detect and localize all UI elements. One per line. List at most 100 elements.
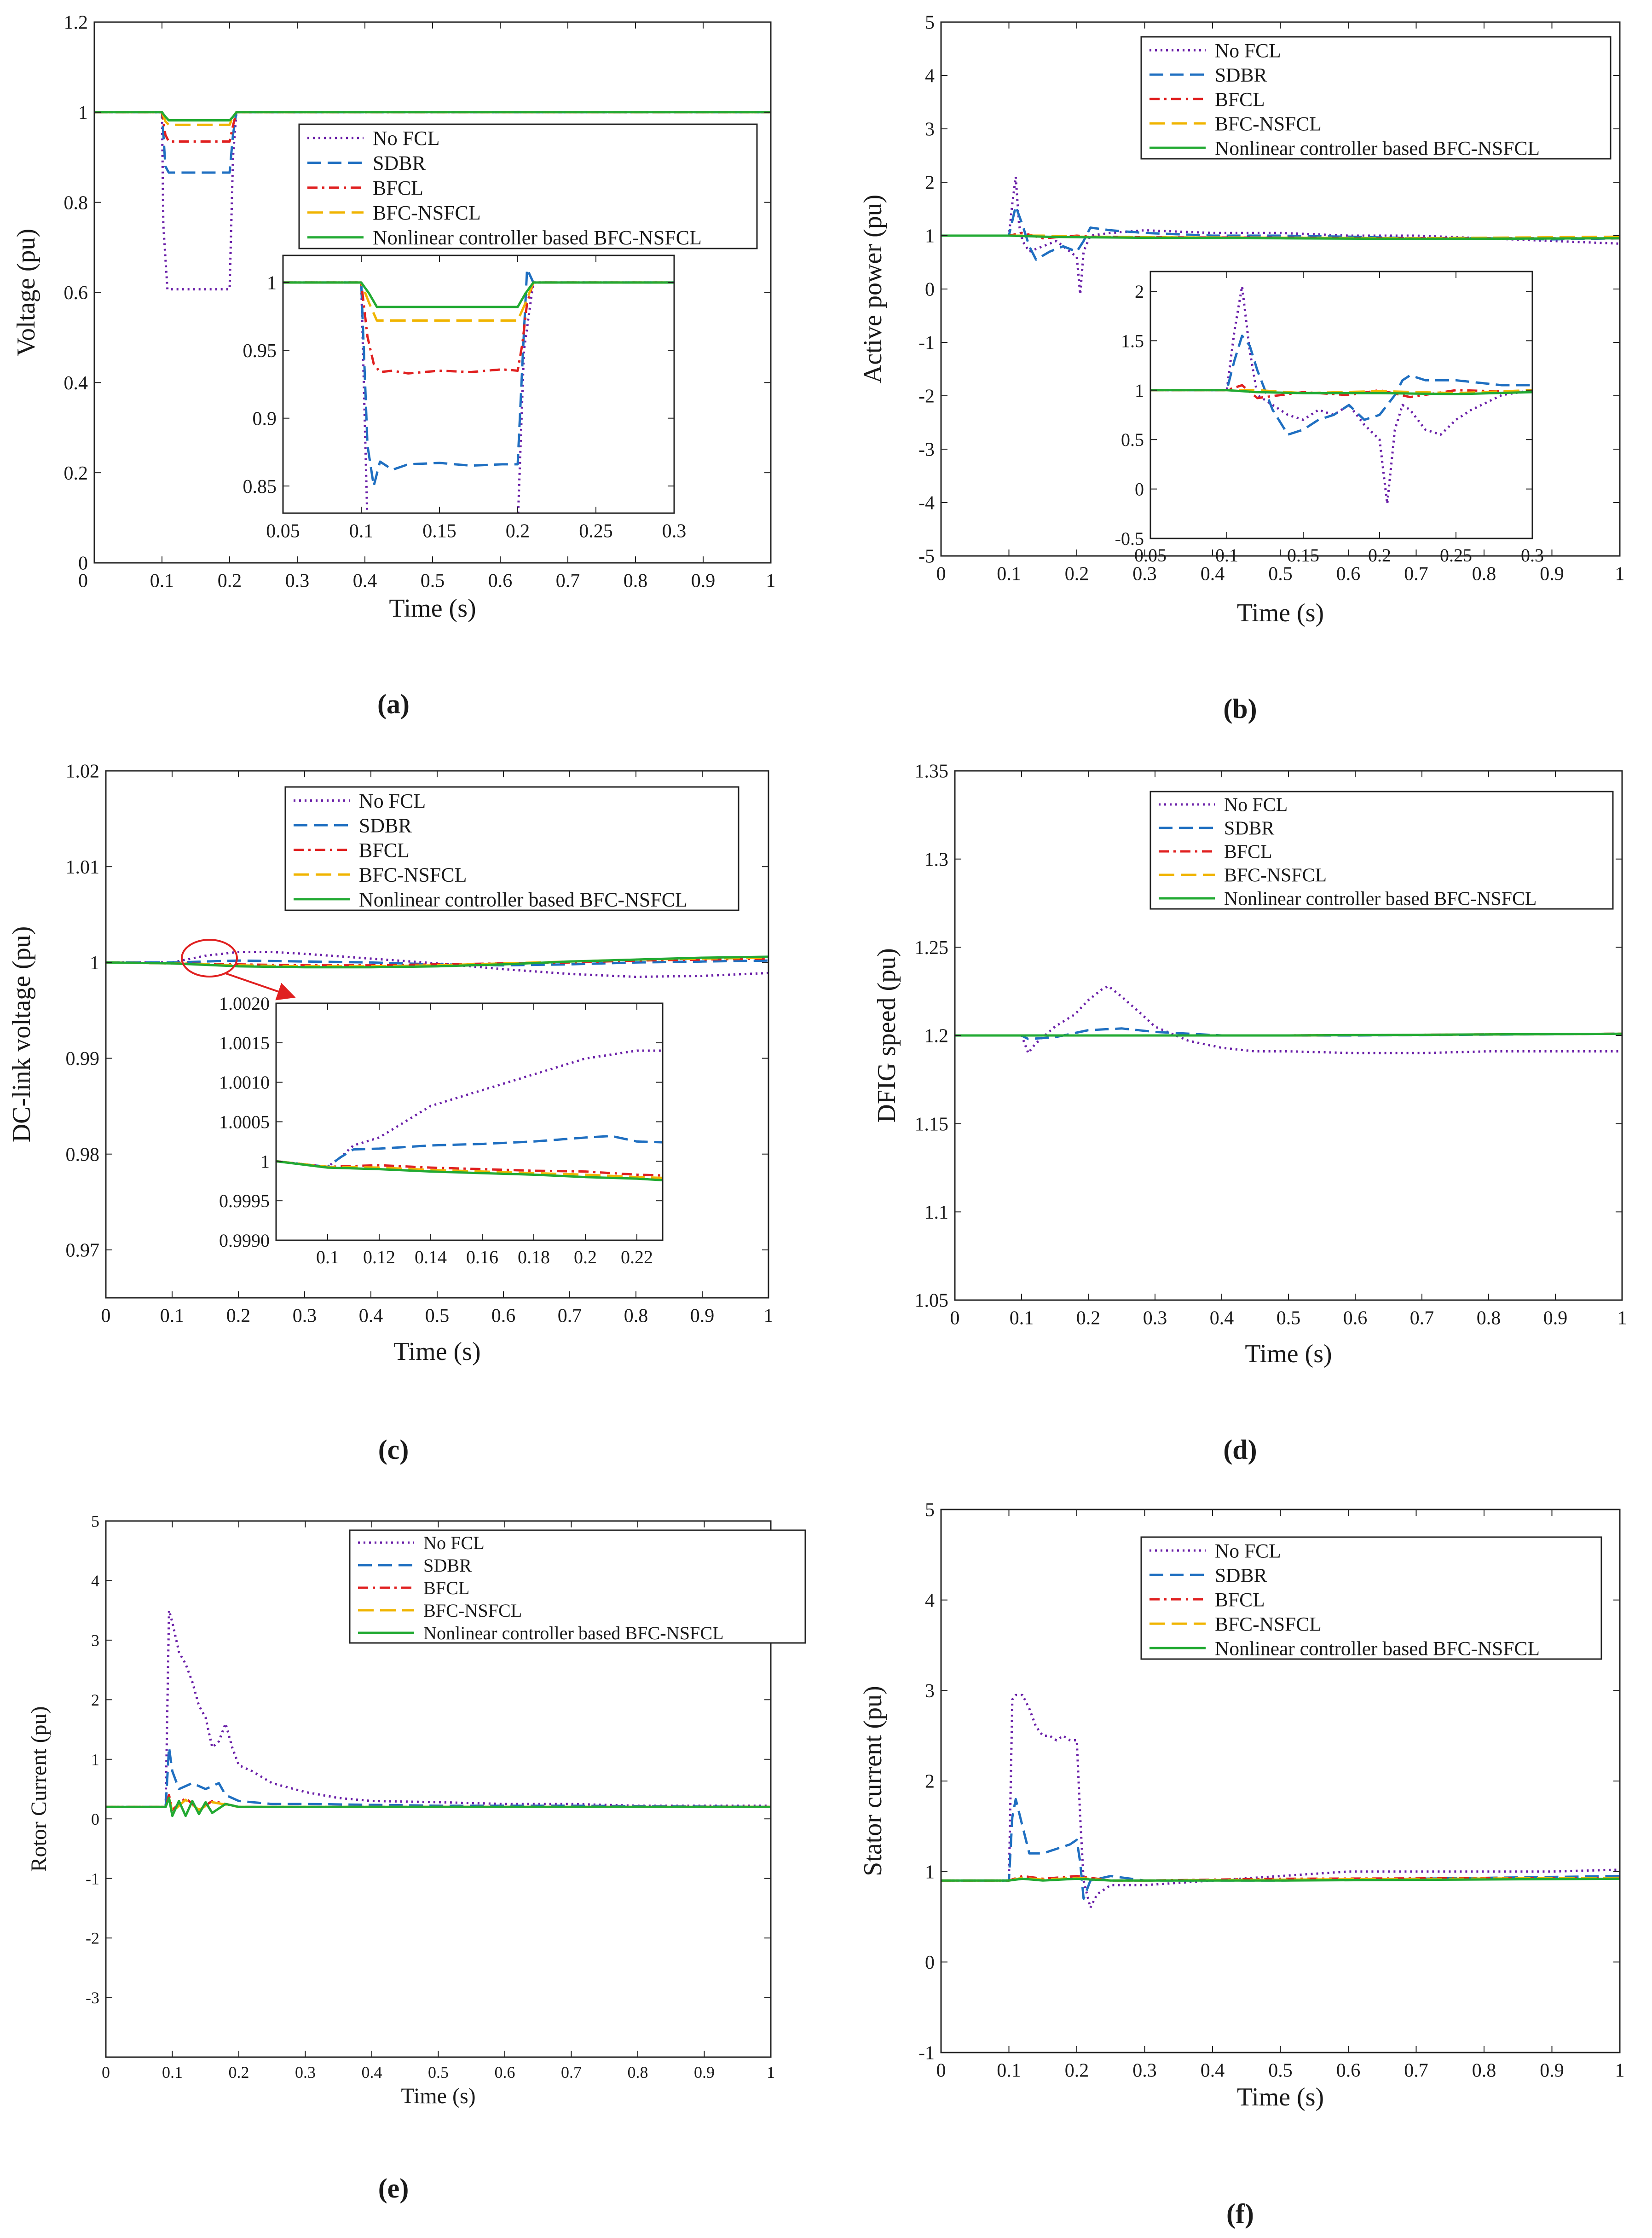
chart-c-caption: (c) — [378, 1434, 409, 1465]
chart-a-line-sdbr — [94, 111, 771, 174]
chart-e-ytick-label: 4 — [91, 1572, 99, 1590]
chart-a-inset-ytick-label: 0.9 — [253, 408, 277, 429]
chart-b-inset-line-nonlinear-controller-based-bfc-nsfcl — [1150, 389, 1532, 395]
chart-f-legend-box — [1140, 1536, 1602, 1660]
chart-b-xtick-label: 0.6 — [1336, 564, 1361, 585]
chart-f-ytick-label: -1 — [918, 2043, 935, 2064]
chart-a-inset-xtick-label: 0.3 — [662, 521, 687, 542]
chart-b-ytick-label: -2 — [918, 386, 935, 407]
chart-d-xtick-label: 0.7 — [1410, 1308, 1434, 1329]
chart-c-xtick-label: 0 — [101, 1306, 111, 1327]
chart-d-legend-label: No FCL — [1224, 795, 1288, 816]
chart-b-xtick-label: 0.5 — [1268, 564, 1293, 585]
chart-f-ylabel: Stator current (pu) — [859, 1686, 887, 1876]
chart-e-ytick-label: 5 — [91, 1512, 99, 1531]
chart-a-legend-label: BFCL — [373, 177, 423, 199]
chart-c-inset: 0.1 0.12 0.14 0.16 0.18 0.2 0.22 0.9990 0.9995 1 1… — [219, 993, 664, 1267]
chart-c-ytick-label: 0.97 — [66, 1240, 100, 1261]
chart-f: 0 0.1 0.2 0.3 0.4 0.5 0.6 0.7 0.8 0.9 1-1012345Tim… — [859, 1500, 1625, 2229]
chart-d-ylabel: DFIG speed (pu) — [872, 948, 901, 1122]
chart-b-inset-line-sdbr — [1150, 335, 1532, 436]
chart-b: 0 0.1 0.2 0.3 0.4 0.5 0.6 0.7 0.8 0.9 1 -5 -4 -3 -2 -1 0… — [859, 12, 1625, 724]
chart-a-xtick-label: 0.2 — [218, 571, 242, 592]
chart-c-inset-xtick-label: 0.1 — [316, 1247, 339, 1267]
chart-c-inset-xtick-label: 0.2 — [574, 1247, 597, 1267]
chart-d-xtick-label: 0.6 — [1343, 1308, 1368, 1329]
chart-f-xtick-label: 0.4 — [1201, 2060, 1225, 2082]
chart-e-legend-label: SDBR — [423, 1555, 472, 1576]
chart-a-ytick-label: 1 — [78, 103, 88, 124]
chart-d-line-no-fcl — [955, 985, 1622, 1054]
chart-f-xtick-label: 1 — [1615, 2060, 1625, 2082]
chart-a-legend-label: Nonlinear controller based BFC-NSFCL — [373, 226, 702, 249]
chart-b-ytick-label: 0 — [925, 279, 935, 301]
chart-b-xtick-label: 0.7 — [1404, 564, 1428, 585]
chart-c-xtick-label: 0.5 — [425, 1306, 450, 1327]
chart-d-legend-label: SDBR — [1224, 818, 1274, 839]
chart-b-ytick-label: -5 — [918, 546, 935, 567]
chart-c-legend-box — [284, 786, 739, 911]
chart-f-legend-label: SDBR — [1215, 1564, 1267, 1586]
chart-d-line-nonlinear-controller-based-bfc-nsfcl — [955, 1032, 1622, 1037]
chart-a-ytick-label: 0.4 — [64, 373, 88, 394]
chart-c-inset-xtick-label: 0.16 — [466, 1247, 498, 1267]
chart-a-ytick-label: 0.2 — [64, 463, 88, 484]
chart-c-xtick-label: 0.1 — [160, 1306, 185, 1327]
chart-a-xtick-label: 0.4 — [353, 571, 377, 592]
chart-a-ytick-label: 0 — [78, 553, 88, 574]
chart-d-caption: (d) — [1223, 1434, 1257, 1465]
chart-d-xtick-label: 0.1 — [1010, 1308, 1034, 1329]
chart-d-ytick-label: 1.1 — [924, 1202, 949, 1223]
chart-a-caption: (a) — [377, 689, 410, 719]
chart-c-inset-ytick-label: 0.9995 — [219, 1191, 270, 1211]
chart-c-inset-xtick-label: 0.14 — [415, 1247, 447, 1267]
chart-e-xtick-label: 0.4 — [362, 2063, 382, 2082]
chart-e-xtick-label: 0.5 — [428, 2063, 449, 2082]
chart-c-inset-bg — [276, 1003, 663, 1240]
chart-e-xtick-label: 0.6 — [495, 2063, 515, 2082]
chart-b-ytick-label: -3 — [918, 440, 935, 461]
chart-e-legend-label: No FCL — [423, 1532, 485, 1553]
chart-e-xtick-label: 0.8 — [628, 2063, 648, 2082]
chart-e-ylabel: Rotor Current (pu) — [27, 1706, 51, 1872]
chart-e-line-no-fcl — [106, 1609, 771, 1808]
chart-c-legend-label: BFC-NSFCL — [359, 864, 467, 886]
chart-c-legend-label: SDBR — [359, 814, 412, 837]
chart-b-line-sdbr — [941, 205, 1620, 261]
chart-d: 0 0.1 0.2 0.3 0.4 0.5 0.6 0.7 0.8 0.9 1 1.05 1.1 1.15… — [872, 761, 1627, 1465]
chart-c-xtick-label: 0.6 — [491, 1306, 516, 1327]
chart-d-ytick-label: 1.35 — [915, 761, 949, 782]
chart-a-xlabel: Time (s) — [389, 594, 476, 623]
chart-e-ytick-label: 2 — [91, 1691, 99, 1709]
chart-f-xtick-label: 0.9 — [1540, 2060, 1564, 2082]
chart-f-legend-label: BFC-NSFCL — [1215, 1613, 1322, 1635]
chart-e-legend-label: BFCL — [423, 1578, 469, 1598]
chart-f-ytick-label: 2 — [925, 1771, 935, 1793]
chart-f-ytick-label: 4 — [925, 1590, 935, 1611]
chart-b-xtick-label: 0 — [936, 564, 946, 585]
chart-b-inset-ytick-label: 2 — [1135, 281, 1144, 302]
chart-c-inset-xtick-label: 0.22 — [621, 1247, 653, 1267]
chart-b-inset-ytick-label: 1 — [1135, 380, 1144, 401]
chart-d-xlabel: Time (s) — [1245, 1340, 1332, 1368]
chart-b-inset-xtick-label: 0.15 — [1287, 545, 1319, 566]
chart-a-xtick-label: 0.7 — [556, 571, 580, 592]
chart-b-xtick-label: 0.9 — [1540, 564, 1564, 585]
chart-b-xtick-label: 0.8 — [1472, 564, 1496, 585]
chart-b-xtick-label: 0.1 — [997, 564, 1021, 585]
chart-c-xtick-label: 0.8 — [624, 1306, 648, 1327]
chart-c-inset-ytick-label: 1.0010 — [219, 1072, 270, 1093]
chart-a-xtick-label: 0.5 — [421, 571, 445, 592]
chart-a-inset-bg — [283, 255, 674, 513]
chart-a-line-nonlinear-controller-based-bfc-nsfcl — [94, 111, 771, 121]
chart-a-ylabel: Voltage (pu) — [12, 229, 40, 356]
chart-c-inset-ytick-label: 1.0015 — [219, 1033, 270, 1053]
chart-d-xtick-label: 1 — [1617, 1308, 1627, 1329]
chart-f-xtick-label: 0.1 — [997, 2060, 1021, 2082]
chart-f-line-nonlinear-controller-based-bfc-nsfcl — [941, 1877, 1620, 1882]
chart-c-inset-ytick-label: 0.9990 — [219, 1230, 270, 1251]
